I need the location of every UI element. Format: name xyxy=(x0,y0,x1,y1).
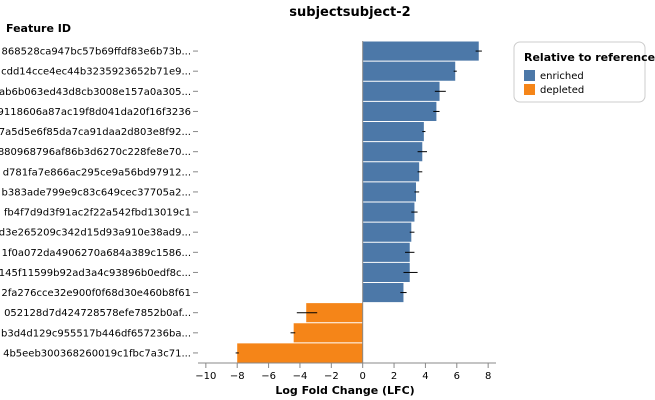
bar xyxy=(293,323,363,343)
x-tick-label: −4 xyxy=(293,371,308,382)
category-label: d781fa7e866ac295ce9a56bd97912... xyxy=(3,167,191,178)
category-label: b3d4d129c955517b446df657236ba... xyxy=(1,328,191,339)
category-label: 052128d7d424728578efe7852b0af... xyxy=(4,308,191,319)
chart-title: subjectsubject-2 xyxy=(289,5,410,20)
category-label: 2fa276cce32e900f0f68d30e460b8f61 xyxy=(1,288,191,299)
legend: Relative to reference enriched depleted xyxy=(513,41,655,103)
x-tick-label: −6 xyxy=(261,371,276,382)
bar xyxy=(362,222,412,242)
bar xyxy=(362,122,424,142)
bar xyxy=(362,262,410,282)
x-tick-label: −2 xyxy=(324,371,339,382)
category-label: b383ade799e9c83c649cec37705a2... xyxy=(2,187,191,198)
bar xyxy=(362,283,404,303)
x-tick-label: 6 xyxy=(454,371,460,382)
category-label: 4b5eeb300368260019c1fbc7a3c71... xyxy=(3,348,191,359)
x-tick-label: 0 xyxy=(359,371,365,382)
bar xyxy=(362,41,479,61)
bar xyxy=(362,162,420,182)
category-label: ab6b063ed43d8cb3008e157a0a305... xyxy=(0,87,191,98)
bar xyxy=(362,142,423,162)
legend-swatch xyxy=(524,84,535,95)
bar xyxy=(362,101,437,121)
category-label: 145f11599b92ad3a4c93896b0edf8c... xyxy=(0,268,191,279)
legend-label: depleted xyxy=(540,85,584,96)
plot-area: 868528ca947bc57b69ffdf83e6b73b... cdd14cc… xyxy=(0,41,496,382)
category-label: 880968796af86b3d6270c228fe8e70... xyxy=(0,147,191,158)
x-tick-label: 8 xyxy=(485,371,491,382)
category-label: 868528ca947bc57b69ffdf83e6b73b... xyxy=(2,47,191,58)
bar xyxy=(362,182,417,202)
bar xyxy=(306,303,363,323)
x-tick-label: −10 xyxy=(195,371,216,382)
x-tick-label: 2 xyxy=(391,371,397,382)
legend-swatch xyxy=(524,70,535,81)
legend-label: enriched xyxy=(540,71,584,82)
category-label: 7a5d5e6f85da7ca91daa2d803e8f92... xyxy=(0,127,191,138)
legend-title: Relative to reference xyxy=(524,51,655,64)
legend-frame xyxy=(513,41,646,103)
x-tick-label: 4 xyxy=(422,371,428,382)
bar xyxy=(362,242,410,262)
y-axis-title: Feature ID xyxy=(6,22,71,35)
category-label: cdd14cce4ec44b3235923652b71e9... xyxy=(1,67,191,78)
bar xyxy=(237,343,363,363)
category-label: 1f0a072da4906270a684a389c1586... xyxy=(2,248,191,259)
category-label: d3e265209c342d15d93a910e38ad9... xyxy=(0,228,191,239)
category-label: fb4f7d9d3f91ac2f22a542fbd13019c1 xyxy=(4,208,191,219)
bar xyxy=(362,202,415,222)
x-tick-label: −8 xyxy=(230,371,245,382)
bar xyxy=(362,81,440,101)
category-label: 9118606a87ac19f8d041da20f16f3236 xyxy=(0,107,191,118)
bar xyxy=(362,61,456,81)
x-axis-title: Log Fold Change (LFC) xyxy=(275,384,414,397)
